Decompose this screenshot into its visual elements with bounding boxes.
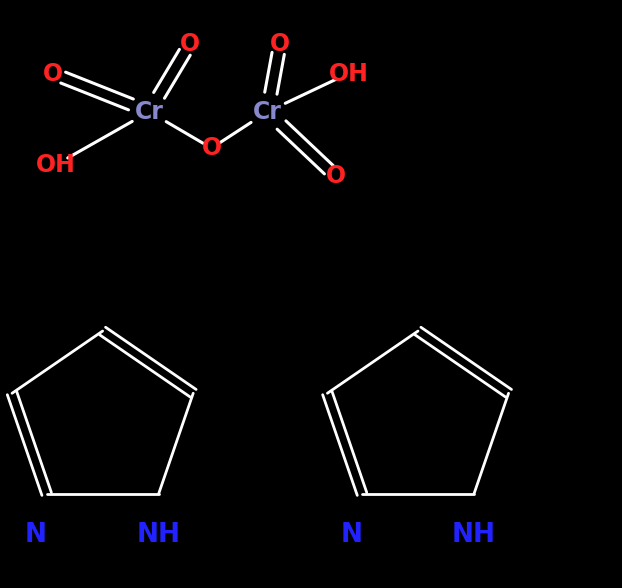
- Text: O: O: [270, 32, 290, 56]
- Text: O: O: [326, 165, 346, 188]
- Text: O: O: [43, 62, 63, 85]
- Text: OH: OH: [36, 153, 76, 176]
- Text: NH: NH: [452, 522, 496, 548]
- Text: O: O: [202, 136, 221, 160]
- Text: Cr: Cr: [135, 100, 164, 123]
- Text: N: N: [340, 522, 363, 548]
- Text: N: N: [25, 522, 47, 548]
- Text: NH: NH: [137, 522, 180, 548]
- Text: Cr: Cr: [253, 100, 282, 123]
- Text: O: O: [180, 32, 200, 56]
- Text: OH: OH: [328, 62, 368, 85]
